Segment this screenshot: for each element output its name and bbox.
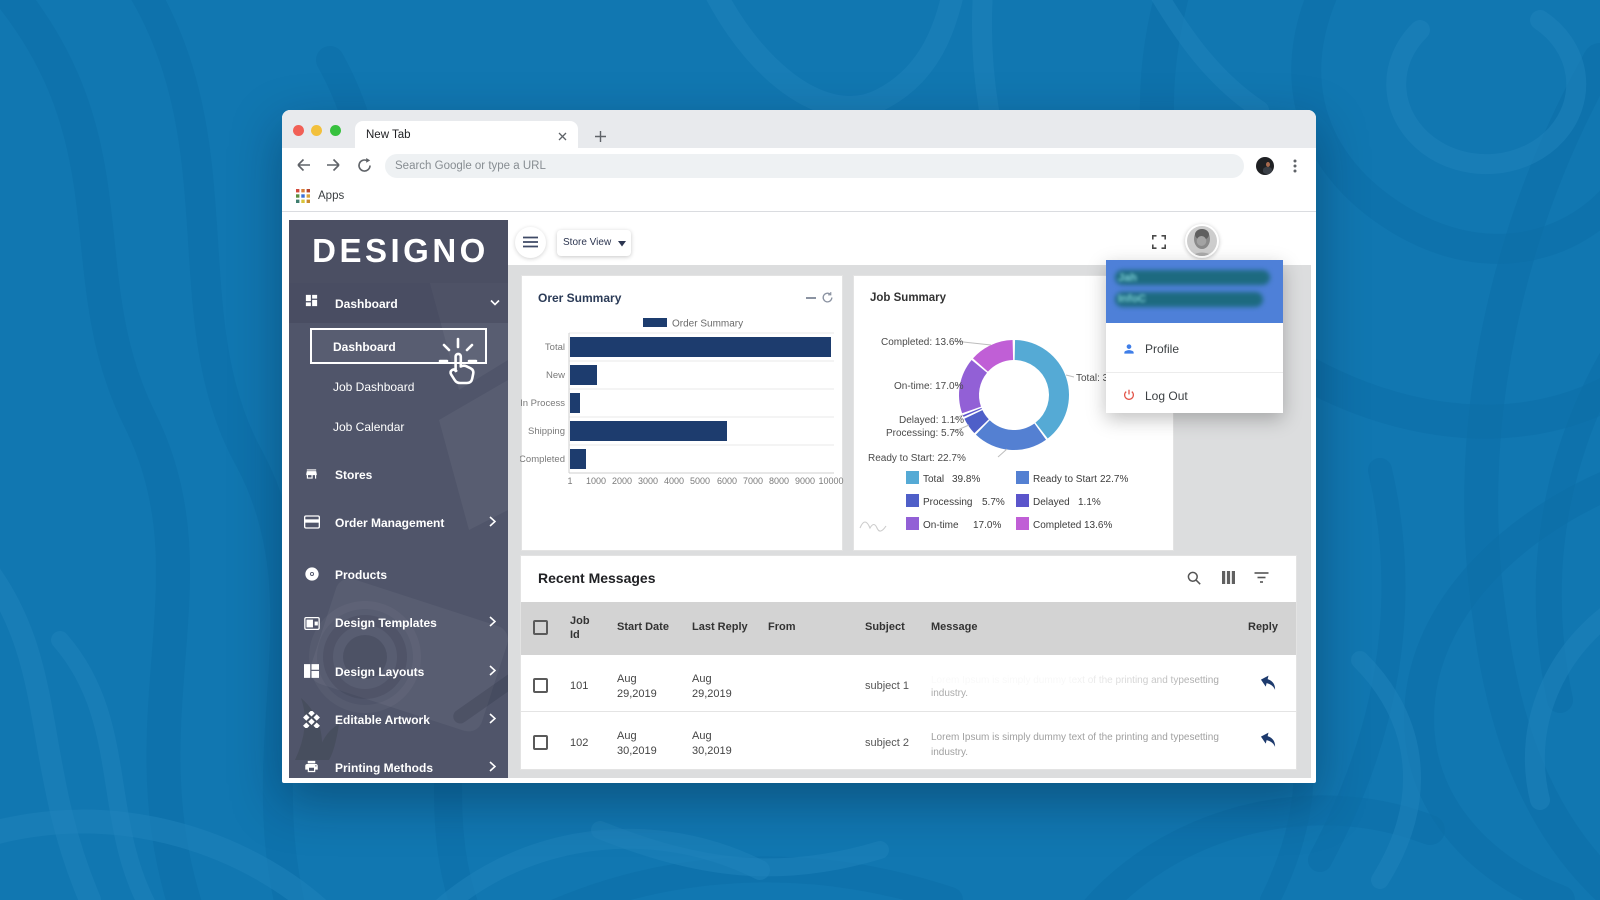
svg-text:39.8%: 39.8% — [952, 474, 980, 485]
svg-text:4000: 4000 — [664, 476, 684, 486]
svg-text:Total: 39.8%: Total: 39.8% — [1076, 373, 1131, 384]
svg-text:1.1%: 1.1% — [1078, 497, 1101, 508]
svg-text:3000: 3000 — [638, 476, 658, 486]
svg-text:13.6%: 13.6% — [1084, 520, 1112, 531]
svg-text:22.7%: 22.7% — [1100, 474, 1128, 485]
svg-text:Shipping: Shipping — [528, 426, 565, 437]
svg-text:Total: Total — [545, 342, 565, 353]
svg-text:5000: 5000 — [690, 476, 710, 486]
svg-text:Completed: 13.6%: Completed: 13.6% — [881, 337, 963, 348]
svg-text:Processing: Processing — [923, 497, 972, 508]
svg-text:Delayed: Delayed — [1033, 497, 1070, 508]
svg-text:8000: 8000 — [769, 476, 789, 486]
svg-text:7000: 7000 — [743, 476, 763, 486]
svg-text:Order Summary: Order Summary — [672, 319, 743, 330]
svg-text:Processing: 5.7%: Processing: 5.7% — [886, 428, 964, 439]
svg-text:10000: 10000 — [818, 476, 843, 486]
svg-text:Total: Total — [923, 474, 944, 485]
svg-text:Ready to Start: Ready to Start — [1033, 474, 1097, 485]
svg-text:5.7%: 5.7% — [982, 497, 1005, 508]
svg-text:Ready to Start: 22.7%: Ready to Start: 22.7% — [868, 453, 966, 464]
svg-text:2000: 2000 — [612, 476, 632, 486]
svg-text:6000: 6000 — [717, 476, 737, 486]
svg-text:In Process: In Process — [520, 398, 565, 409]
svg-text:1000: 1000 — [586, 476, 606, 486]
svg-text:On-time: 17.0%: On-time: 17.0% — [894, 381, 964, 392]
svg-text:New: New — [546, 370, 565, 381]
svg-text:Delayed: 1.1%: Delayed: 1.1% — [899, 415, 964, 426]
svg-text:On-time: On-time — [923, 520, 959, 531]
svg-text:1: 1 — [567, 476, 572, 486]
svg-text:Completed: Completed — [520, 454, 565, 465]
svg-text:17.0%: 17.0% — [973, 520, 1001, 531]
svg-text:9000: 9000 — [795, 476, 815, 486]
svg-text:Completed: Completed — [1033, 520, 1081, 531]
